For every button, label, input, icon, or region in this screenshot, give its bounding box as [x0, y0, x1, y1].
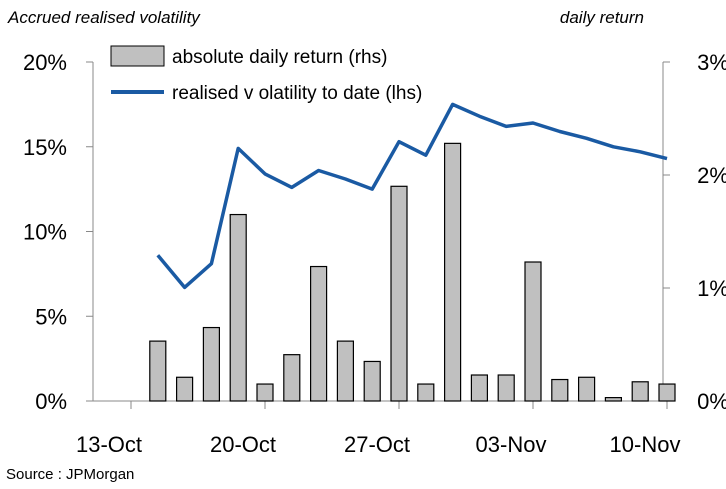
bar — [149, 340, 167, 402]
bar — [390, 185, 408, 402]
bar — [444, 142, 462, 402]
left-tick-label: 15% — [23, 135, 67, 160]
bar — [631, 381, 649, 402]
bar — [229, 213, 247, 402]
bar — [336, 340, 354, 402]
bar — [497, 374, 515, 402]
left-tick-label: 10% — [23, 220, 67, 245]
left-tick-label: 20% — [23, 50, 67, 75]
left-tick-label: 0% — [35, 389, 67, 414]
bar — [658, 383, 676, 402]
bar — [310, 265, 328, 402]
bar — [283, 354, 301, 402]
right-tick-label: 1% — [697, 276, 726, 301]
x-tick-label: 13-Oct — [76, 432, 142, 457]
bar — [202, 326, 220, 402]
bar — [256, 383, 274, 402]
bar — [417, 383, 435, 402]
x-tick-label: 20-Oct — [210, 432, 276, 457]
bar — [363, 360, 381, 402]
bar — [176, 376, 194, 402]
bar — [524, 261, 542, 402]
volatility-line — [156, 102, 668, 290]
right-tick-label: 0% — [697, 389, 726, 414]
x-tick-label: 27-Oct — [344, 432, 410, 457]
bar-series — [149, 142, 676, 402]
x-tick-label: 03-Nov — [476, 432, 547, 457]
axes — [86, 61, 670, 409]
tick-labels: 0% 5% 10% 15% 20% 0% 1% 2% 3% 13-Oct 20-Oct 27-Oct 0… — [23, 50, 726, 457]
source-note: Source : JPMorgan — [6, 466, 135, 483]
right-axis-caption: daily return — [559, 8, 644, 27]
left-axis-caption: Accrued realised volatility — [8, 8, 200, 27]
bar — [604, 397, 623, 402]
legend-bar-swatch — [110, 45, 165, 67]
bar — [577, 376, 596, 402]
right-tick-label: 2% — [697, 163, 726, 188]
bar — [470, 374, 488, 402]
right-tick-label: 3% — [697, 50, 726, 75]
line-series — [156, 102, 668, 290]
x-tick-label: 10-Nov — [610, 432, 681, 457]
legend-bar-label: absolute daily return (rhs) — [172, 47, 387, 68]
legend-line-label: realised v olatility to date (lhs) — [172, 83, 422, 104]
left-tick-label: 5% — [35, 304, 67, 329]
bar — [551, 378, 569, 402]
legend: absolute daily return (rhs) realised v o… — [110, 45, 422, 104]
